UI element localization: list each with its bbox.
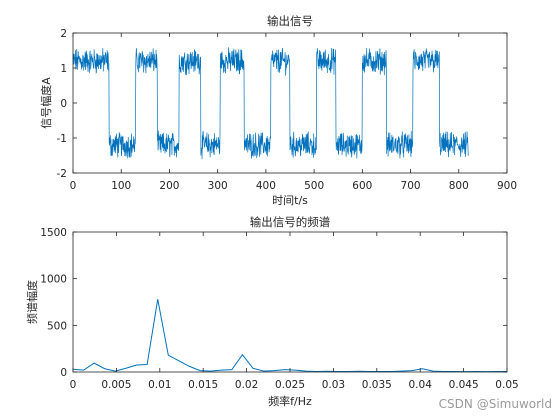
spectrum-x-tick-label: 0.035 [362,379,392,391]
spectrum-x-tick-label: 0.05 [495,379,518,391]
spectrum-y-axis-label: 频谱幅度 [25,280,39,324]
spectrum-chart-title: 输出信号的频谱 [250,215,331,229]
spectrum-x-tick-label: 0 [70,379,77,391]
signal-x-tick-label: 700 [401,180,421,192]
signal-chart-title: 输出信号 [267,14,313,28]
spectrum-x-tick-label: 0.02 [235,379,258,391]
spectrum-x-tick-label: 0.025 [275,379,305,391]
signal-y-axis-label: 信号幅度A [39,77,53,129]
signal-line [72,47,469,160]
spectrum-x-tick-label: 0.04 [409,379,433,391]
spectrum-x-tick-label: 0.01 [148,379,171,391]
spectrum-x-tick-label: 0.045 [449,379,479,391]
signal-x-axis-label: 时间t/s [272,194,308,207]
signal-y-tick-label: 2 [60,28,67,40]
signal-x-ticks: 0 100 200 300 400 500 600 700 800 900 [70,33,517,192]
signal-x-tick-label: 100 [111,180,131,192]
signal-x-tick-label: 0 [70,180,77,192]
spectrum-x-tick-label: 0.015 [188,379,218,391]
spectrum-y-tick-label: 0 [60,367,67,379]
spectrum-x-tick-label: 0.005 [101,379,131,391]
signal-x-tick-label: 600 [352,180,372,192]
signal-x-tick-label: 400 [256,180,276,192]
signal-x-tick-label: 500 [304,180,324,192]
signal-y-tick-label: -2 [57,168,67,180]
spectrum-y-tick-label: 1000 [40,274,67,286]
signal-x-tick-label: 800 [449,180,469,192]
signal-y-tick-label: -1 [57,133,67,145]
spectrum-chart: 输出信号的频谱 0 0.005 0.01 0.015 0.02 0.025 0.03 0.03… [25,215,519,408]
signal-series [72,47,469,160]
spectrum-y-ticks: 0 500 1000 1500 [40,227,507,379]
watermark: CSDN @Simuworld [439,397,552,411]
spectrum-y-tick-label: 500 [47,320,67,332]
signal-x-tick-label: 200 [159,180,179,192]
signal-y-tick-label: 1 [60,63,67,75]
signal-y-ticks: -2 -1 0 1 2 [57,28,507,180]
signal-x-tick-label: 900 [497,180,517,192]
spectrum-x-ticks: 0 0.005 0.01 0.015 0.02 0.025 0.03 0.035 0.04 0.0… [70,232,519,391]
signal-chart: 输出信号 0 100 200 300 400 500 600 700 800 900 -2 -1 0 1… [39,14,517,207]
signal-x-tick-label: 300 [208,180,228,192]
signal-y-tick-label: 0 [60,98,67,110]
spectrum-x-tick-label: 0.03 [322,379,345,391]
spectrum-x-axis-label: 频率f/Hz [268,394,312,408]
spectrum-y-tick-label: 1500 [40,227,67,239]
